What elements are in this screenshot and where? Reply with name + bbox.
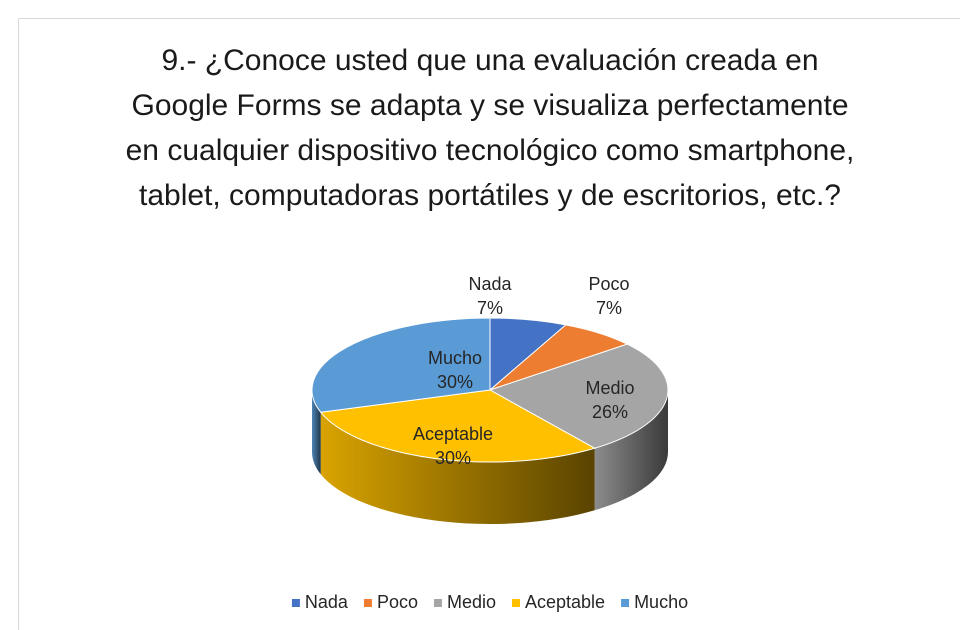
data-label-value: 7% (477, 298, 503, 318)
slice-side (312, 390, 321, 475)
slice-tops (311, 317, 669, 463)
data-label-name: Medio (585, 378, 634, 398)
legend-label: Poco (377, 592, 418, 612)
legend-swatch (512, 599, 520, 607)
slice-sides (312, 390, 668, 524)
data-label-value: 26% (592, 402, 628, 422)
legend-swatch (363, 599, 372, 607)
slice-side (320, 412, 595, 524)
data-label-name: Poco (588, 274, 629, 294)
legend-swatch (433, 599, 442, 607)
legend-label: Nada (305, 592, 349, 612)
slice (319, 389, 596, 463)
legend-label: Aceptable (525, 592, 605, 612)
slice-side (594, 390, 668, 511)
data-label-name: Aceptable (413, 424, 493, 444)
legend-swatch (291, 599, 300, 607)
data-label-value: 30% (437, 372, 473, 392)
slice (488, 343, 669, 449)
legend: Nada Poco Medio Aceptable Mucho (291, 592, 688, 612)
chart-title: 9.- ¿Conoce usted que una evaluación cre… (125, 44, 855, 212)
data-label-value: 7% (596, 298, 622, 318)
data-label-name: Mucho (428, 348, 482, 368)
data-label-value: 30% (435, 448, 471, 468)
data-label-name: Nada (468, 274, 512, 294)
legend-label: Mucho (634, 592, 688, 612)
legend-label: Medio (447, 592, 496, 612)
slice (311, 317, 491, 413)
legend-swatch (621, 599, 630, 607)
